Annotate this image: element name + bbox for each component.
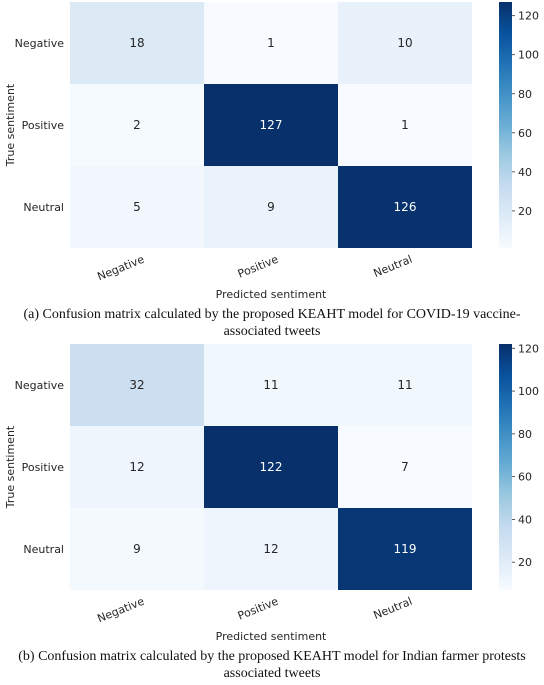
figure-a: 18 1 10 2 127 1 5 9 126 Negative Positive Neutral Ne… <box>0 0 544 342</box>
heatmap-cell <box>70 84 204 166</box>
heatmap-cell <box>204 344 338 426</box>
x-tick-label: Neutral <box>372 595 415 622</box>
figure-b: 32 11 11 12 122 7 9 12 119 Negative Positive Neutra… <box>0 342 544 685</box>
heatmap-cell <box>204 166 338 248</box>
y-tick-label: Neutral <box>23 201 64 214</box>
heatmap-cell <box>204 508 338 590</box>
colorbar <box>499 2 512 248</box>
colorbar-tick-label: 60 <box>518 127 532 140</box>
heatmap-cell <box>204 426 338 508</box>
heatmap-cell <box>338 426 472 508</box>
x-axis-label: Predicted sentiment <box>216 630 327 643</box>
colorbar-tick-label: 40 <box>518 513 532 526</box>
heatmap-cell <box>204 2 338 84</box>
cell-value-label: 127 <box>260 118 283 132</box>
y-axis-label: True sentiment <box>4 425 17 509</box>
heatmap-cell <box>338 84 472 166</box>
y-axis-label: True sentiment <box>4 83 17 167</box>
cell-value-label: 9 <box>133 542 141 556</box>
cell-value-label: 122 <box>260 460 283 474</box>
heatmap-cell <box>338 344 472 426</box>
colorbar <box>499 344 512 590</box>
heatmap-cell <box>70 426 204 508</box>
y-tick-label: Positive <box>22 119 65 132</box>
cell-value-label: 7 <box>401 460 409 474</box>
colorbar-tick-label: 20 <box>518 205 532 218</box>
caption-b: (b) Confusion matrix calculated by the p… <box>18 649 526 681</box>
colorbar-tick-label: 100 <box>518 385 539 398</box>
heatmap-cell <box>338 508 472 590</box>
heatmap-cell <box>70 166 204 248</box>
colorbar-tick-label: 60 <box>518 471 532 484</box>
x-tick-label: Positive <box>236 253 280 281</box>
colorbar-tick-label: 80 <box>518 88 532 101</box>
heatmap-cell <box>338 166 472 248</box>
caption-a: (a) Confusion matrix calculated by the p… <box>23 307 521 339</box>
y-tick-label: Positive <box>22 461 65 474</box>
cell-value-label: 1 <box>401 118 409 132</box>
cell-value-label: 11 <box>397 378 412 392</box>
x-tick-label: Negative <box>95 595 146 626</box>
colorbar-tick-label: 80 <box>518 428 532 441</box>
cell-value-label: 11 <box>263 378 278 392</box>
cell-value-label: 126 <box>394 200 417 214</box>
y-tick-label: Negative <box>15 37 65 50</box>
x-tick-label: Negative <box>95 253 146 284</box>
heatmap-cell <box>70 344 204 426</box>
colorbar-tick-label: 100 <box>518 49 539 62</box>
y-tick-label: Negative <box>15 379 65 392</box>
cell-value-label: 12 <box>263 542 278 556</box>
cell-value-label: 9 <box>267 200 275 214</box>
cell-value-label: 119 <box>394 542 417 556</box>
heatmap-cell <box>70 508 204 590</box>
x-axis-label: Predicted sentiment <box>216 288 327 301</box>
colorbar-tick-label: 120 <box>518 342 539 355</box>
cell-value-label: 5 <box>133 200 141 214</box>
confusion-matrix-b: 32 11 11 12 122 7 9 12 119 Negative Positive Neutra… <box>4 342 539 643</box>
cell-value-label: 18 <box>129 36 144 50</box>
colorbar-tick-label: 120 <box>518 10 539 23</box>
cell-value-label: 32 <box>129 378 144 392</box>
heatmap-cell <box>338 2 472 84</box>
cell-value-label: 2 <box>133 118 141 132</box>
x-tick-label: Positive <box>236 595 280 623</box>
cell-value-label: 1 <box>267 36 275 50</box>
x-tick-label: Neutral <box>372 253 415 280</box>
confusion-matrix-a: 18 1 10 2 127 1 5 9 126 Negative Positive Neutral Ne… <box>4 2 539 301</box>
heatmap-cell <box>70 2 204 84</box>
colorbar-tick-label: 20 <box>518 556 532 569</box>
y-tick-label: Neutral <box>23 543 64 556</box>
cell-value-label: 10 <box>397 36 412 50</box>
colorbar-tick-label: 40 <box>518 166 532 179</box>
heatmap-cell <box>204 84 338 166</box>
cell-value-label: 12 <box>129 460 144 474</box>
